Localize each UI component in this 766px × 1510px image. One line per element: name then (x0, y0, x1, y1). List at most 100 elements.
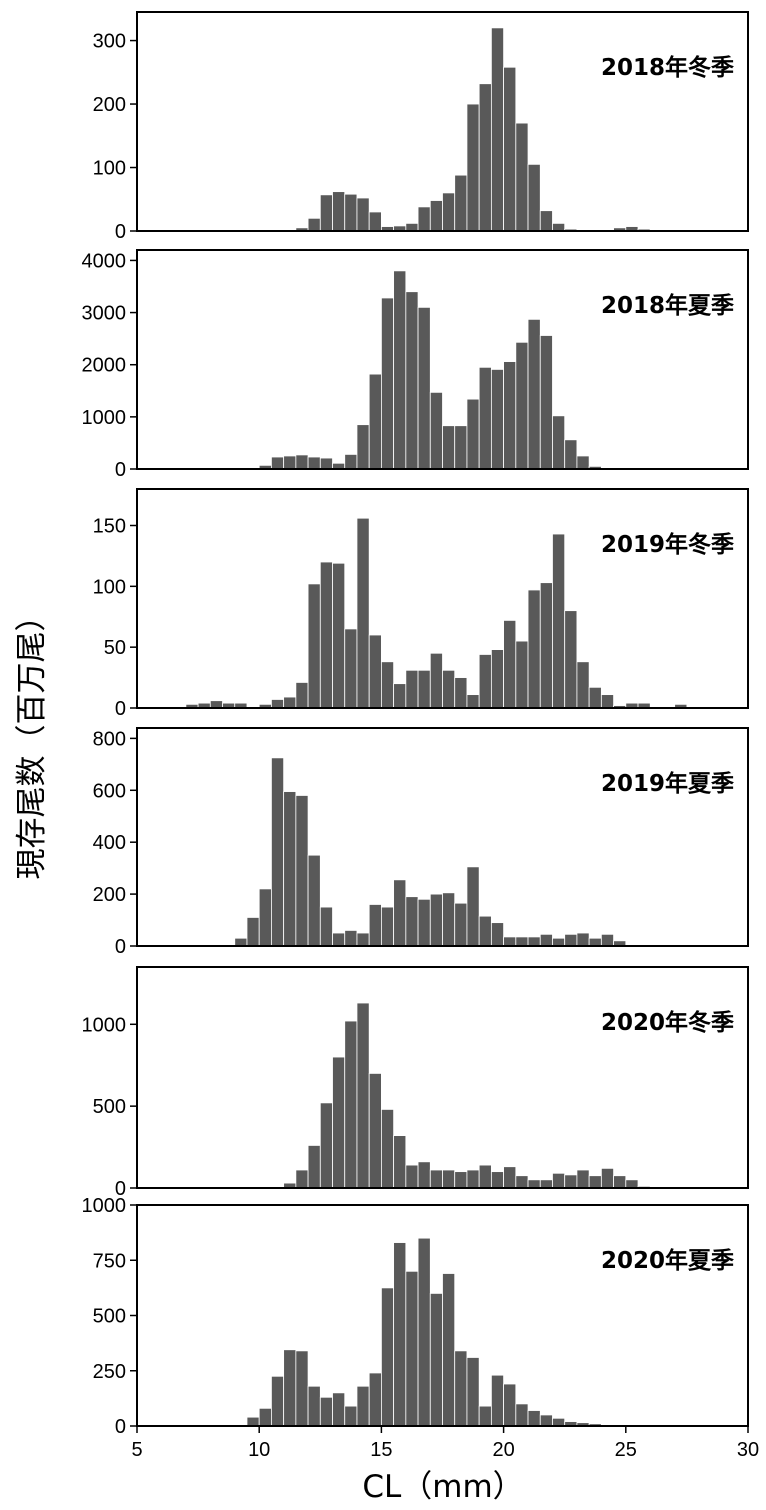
panel-frame (136, 249, 749, 470)
bar (490, 369, 505, 470)
bar (600, 933, 614, 947)
x-tick-label: 5 (131, 1439, 142, 1461)
y-tick-label: 0 (115, 221, 126, 243)
bar (417, 898, 431, 947)
bar (442, 192, 456, 232)
bar (478, 1405, 492, 1427)
bar (576, 1169, 590, 1189)
bar (417, 1161, 431, 1189)
y-tick-label: 1000 (82, 407, 127, 429)
bar (466, 694, 480, 709)
bar (576, 661, 590, 709)
bar (466, 866, 480, 947)
bar (564, 610, 578, 709)
bar (552, 415, 566, 470)
panel-frame (136, 727, 749, 947)
y-axis-title: 現存尾数（百万尾） (14, 601, 50, 880)
bar (246, 917, 260, 947)
bar (258, 888, 272, 947)
bar (442, 1169, 456, 1189)
y-tick-label: 300 (93, 31, 126, 53)
y-tick-label: 750 (93, 1250, 126, 1272)
bar (332, 932, 346, 947)
bar (344, 1405, 358, 1427)
bar (271, 1375, 285, 1427)
y-tick-label: 0 (115, 459, 126, 481)
bar (380, 1287, 395, 1427)
y-tick-label: 100 (93, 576, 126, 598)
panel-frame (136, 488, 749, 709)
bar (442, 1273, 456, 1427)
bar (478, 915, 492, 947)
bar (271, 757, 285, 947)
y-tick-label: 2000 (82, 355, 127, 377)
bar (539, 335, 553, 470)
bar (515, 936, 529, 947)
bar (442, 425, 456, 470)
bar (209, 700, 223, 709)
bar (356, 517, 370, 709)
bar (490, 1374, 505, 1427)
bar (454, 425, 468, 470)
bar (527, 318, 541, 470)
bar (319, 1396, 333, 1427)
bar (539, 933, 553, 947)
panel-1: 0 1000 2000 3000 4000 2018年夏季 (82, 249, 749, 481)
y-tick-label: 50 (104, 637, 126, 659)
bar (344, 193, 358, 232)
bar (478, 366, 492, 470)
bar (588, 1175, 602, 1189)
bar (368, 634, 382, 709)
histogram-panels: 01002003002018年冬季010002000300040002018年夏… (82, 11, 749, 1438)
bar (368, 1073, 382, 1189)
bar (490, 922, 505, 947)
bar (283, 455, 297, 470)
bar (442, 669, 456, 709)
bar (478, 654, 492, 709)
x-tick-label: 30 (737, 1439, 759, 1461)
bar (454, 677, 468, 709)
panel-frame (136, 11, 749, 232)
bar (393, 270, 407, 470)
y-tick-label: 600 (93, 780, 126, 802)
bar (368, 373, 382, 470)
bar (539, 210, 553, 232)
y-tick-label: 0 (115, 698, 126, 720)
bar (271, 699, 285, 709)
bar (503, 66, 517, 232)
bar (319, 457, 333, 470)
panel-2: 0 50 100 150 2019年冬季 (93, 488, 749, 720)
bar (405, 1164, 419, 1189)
bar (295, 454, 309, 470)
bar (332, 1392, 346, 1427)
bar (332, 1056, 346, 1189)
bar (490, 1171, 505, 1189)
panel-3: 0 200 400 600 800 2019年夏季 (93, 727, 749, 958)
bar (503, 1383, 517, 1427)
x-tick-label: 10 (248, 1439, 270, 1461)
bar (380, 906, 395, 947)
panel-label: 2020年冬季 (601, 1009, 734, 1036)
bar (527, 589, 541, 709)
bar (344, 628, 358, 709)
bar (295, 1169, 309, 1189)
y-tick-label: 250 (93, 1361, 126, 1383)
bar (503, 1166, 517, 1189)
bar (490, 649, 505, 709)
bar (283, 791, 297, 947)
bar (295, 795, 309, 947)
bar (368, 1372, 382, 1427)
panel-label: 2018年夏季 (601, 292, 734, 319)
x-tick-label: 25 (615, 1439, 637, 1461)
bar (600, 1167, 614, 1189)
y-tick-label: 500 (93, 1306, 126, 1328)
bar (429, 200, 443, 232)
bar (466, 1169, 480, 1189)
bar (405, 291, 419, 470)
bar (552, 533, 566, 709)
bar (319, 1102, 333, 1189)
panel-4: 0 500 1000 2020年冬季 (82, 966, 749, 1200)
bar (466, 103, 480, 232)
bar (307, 1385, 321, 1427)
